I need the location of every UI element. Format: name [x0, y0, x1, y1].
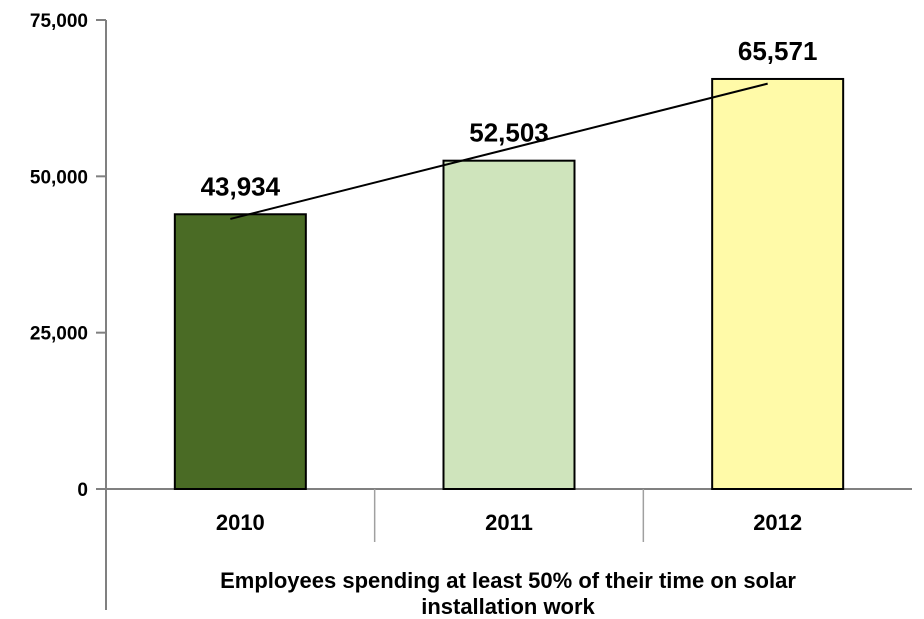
category-label-2010: 2010: [216, 510, 265, 535]
bars: [173, 77, 845, 490]
bar-2011: [442, 159, 576, 490]
y-tick-label: 0: [77, 480, 88, 501]
bar-2010: [173, 213, 307, 490]
trendline: [230, 82, 768, 220]
labels: 0 25,000 50,000 75,000 43,934 2010 52,503 2011 6…: [30, 11, 818, 535]
y-tick-label: 75,000: [30, 11, 88, 32]
bar-2012: [711, 77, 845, 490]
data-label-2012: 65,571: [738, 36, 818, 66]
category-label-2012: 2012: [753, 510, 802, 535]
x-axis-title-line-1: Employees spending at least 50% of their…: [220, 568, 796, 593]
data-label-2011: 52,503: [469, 118, 549, 148]
category-label-2011: 2011: [485, 510, 533, 535]
y-tick-label: 25,000: [30, 324, 88, 345]
x-axis-title-line-2: installation work: [421, 594, 595, 619]
trendline-layer: [230, 82, 768, 220]
data-label-2010: 43,934: [201, 171, 281, 201]
y-tick-label: 50,000: [30, 167, 88, 188]
